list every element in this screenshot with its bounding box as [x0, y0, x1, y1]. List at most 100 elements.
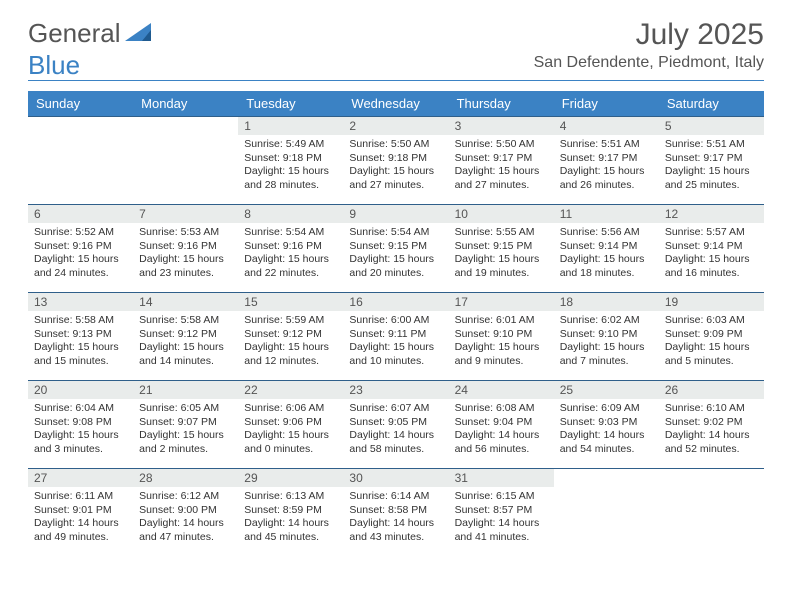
- brand-logo: General: [28, 18, 153, 49]
- calendar-cell: 22Sunrise: 6:06 AMSunset: 9:06 PMDayligh…: [238, 381, 343, 469]
- day-number: 6: [28, 205, 133, 223]
- calendar-cell: 10Sunrise: 5:55 AMSunset: 9:15 PMDayligh…: [449, 205, 554, 293]
- title-underline: [28, 80, 764, 81]
- day-details: Sunrise: 5:57 AMSunset: 9:14 PMDaylight:…: [659, 223, 764, 285]
- day-details: Sunrise: 6:14 AMSunset: 8:58 PMDaylight:…: [343, 487, 448, 549]
- day-number: 17: [449, 293, 554, 311]
- day-details: Sunrise: 5:56 AMSunset: 9:14 PMDaylight:…: [554, 223, 659, 285]
- weekday-header: Tuesday: [238, 91, 343, 117]
- calendar-cell: 1Sunrise: 5:49 AMSunset: 9:18 PMDaylight…: [238, 117, 343, 205]
- day-number: 18: [554, 293, 659, 311]
- weekday-header: Thursday: [449, 91, 554, 117]
- day-number: 13: [28, 293, 133, 311]
- day-number: 24: [449, 381, 554, 399]
- day-number: 20: [28, 381, 133, 399]
- day-number: 26: [659, 381, 764, 399]
- calendar-row: 6Sunrise: 5:52 AMSunset: 9:16 PMDaylight…: [28, 205, 764, 293]
- brand-part2-wrap: Blue: [28, 50, 80, 81]
- day-details: Sunrise: 5:51 AMSunset: 9:17 PMDaylight:…: [554, 135, 659, 197]
- calendar-cell: 2Sunrise: 5:50 AMSunset: 9:18 PMDaylight…: [343, 117, 448, 205]
- weekday-header: Friday: [554, 91, 659, 117]
- day-number: 15: [238, 293, 343, 311]
- brand-part2: Blue: [28, 50, 80, 80]
- calendar-cell: 11Sunrise: 5:56 AMSunset: 9:14 PMDayligh…: [554, 205, 659, 293]
- calendar-cell: 15Sunrise: 5:59 AMSunset: 9:12 PMDayligh…: [238, 293, 343, 381]
- day-number: 2: [343, 117, 448, 135]
- calendar-cell: [133, 117, 238, 205]
- day-details: Sunrise: 6:09 AMSunset: 9:03 PMDaylight:…: [554, 399, 659, 461]
- day-details: Sunrise: 6:07 AMSunset: 9:05 PMDaylight:…: [343, 399, 448, 461]
- day-details: Sunrise: 6:05 AMSunset: 9:07 PMDaylight:…: [133, 399, 238, 461]
- calendar-cell: [28, 117, 133, 205]
- calendar-cell: 21Sunrise: 6:05 AMSunset: 9:07 PMDayligh…: [133, 381, 238, 469]
- calendar-cell: 3Sunrise: 5:50 AMSunset: 9:17 PMDaylight…: [449, 117, 554, 205]
- day-details: Sunrise: 5:51 AMSunset: 9:17 PMDaylight:…: [659, 135, 764, 197]
- day-details: Sunrise: 6:02 AMSunset: 9:10 PMDaylight:…: [554, 311, 659, 373]
- day-details: Sunrise: 5:53 AMSunset: 9:16 PMDaylight:…: [133, 223, 238, 285]
- day-number: 3: [449, 117, 554, 135]
- day-details: Sunrise: 5:49 AMSunset: 9:18 PMDaylight:…: [238, 135, 343, 197]
- calendar-row: 1Sunrise: 5:49 AMSunset: 9:18 PMDaylight…: [28, 117, 764, 205]
- calendar-cell: 27Sunrise: 6:11 AMSunset: 9:01 PMDayligh…: [28, 469, 133, 557]
- calendar-row: 20Sunrise: 6:04 AMSunset: 9:08 PMDayligh…: [28, 381, 764, 469]
- weekday-row: SundayMondayTuesdayWednesdayThursdayFrid…: [28, 91, 764, 117]
- day-details: Sunrise: 5:58 AMSunset: 9:12 PMDaylight:…: [133, 311, 238, 373]
- calendar-row: 13Sunrise: 5:58 AMSunset: 9:13 PMDayligh…: [28, 293, 764, 381]
- day-details: Sunrise: 5:50 AMSunset: 9:17 PMDaylight:…: [449, 135, 554, 197]
- calendar-cell: 25Sunrise: 6:09 AMSunset: 9:03 PMDayligh…: [554, 381, 659, 469]
- calendar-cell: 13Sunrise: 5:58 AMSunset: 9:13 PMDayligh…: [28, 293, 133, 381]
- calendar-cell: 12Sunrise: 5:57 AMSunset: 9:14 PMDayligh…: [659, 205, 764, 293]
- calendar-cell: 20Sunrise: 6:04 AMSunset: 9:08 PMDayligh…: [28, 381, 133, 469]
- day-number: 7: [133, 205, 238, 223]
- day-number: 31: [449, 469, 554, 487]
- day-details: Sunrise: 6:13 AMSunset: 8:59 PMDaylight:…: [238, 487, 343, 549]
- calendar-cell: 9Sunrise: 5:54 AMSunset: 9:15 PMDaylight…: [343, 205, 448, 293]
- day-details: Sunrise: 6:03 AMSunset: 9:09 PMDaylight:…: [659, 311, 764, 373]
- day-number: 21: [133, 381, 238, 399]
- weekday-header: Monday: [133, 91, 238, 117]
- calendar-cell: 5Sunrise: 5:51 AMSunset: 9:17 PMDaylight…: [659, 117, 764, 205]
- day-details: Sunrise: 6:04 AMSunset: 9:08 PMDaylight:…: [28, 399, 133, 461]
- day-details: Sunrise: 6:12 AMSunset: 9:00 PMDaylight:…: [133, 487, 238, 549]
- header: General July 2025 San Defendente, Piedmo…: [0, 0, 792, 76]
- day-details: Sunrise: 5:55 AMSunset: 9:15 PMDaylight:…: [449, 223, 554, 285]
- day-number: 22: [238, 381, 343, 399]
- weekday-header: Wednesday: [343, 91, 448, 117]
- calendar-cell: [659, 469, 764, 557]
- day-details: Sunrise: 6:00 AMSunset: 9:11 PMDaylight:…: [343, 311, 448, 373]
- calendar-cell: 7Sunrise: 5:53 AMSunset: 9:16 PMDaylight…: [133, 205, 238, 293]
- brand-triangle-icon: [125, 21, 151, 46]
- calendar-cell: 4Sunrise: 5:51 AMSunset: 9:17 PMDaylight…: [554, 117, 659, 205]
- calendar-table: SundayMondayTuesdayWednesdayThursdayFrid…: [28, 91, 764, 557]
- day-number: 11: [554, 205, 659, 223]
- day-number: 27: [28, 469, 133, 487]
- calendar-cell: [554, 469, 659, 557]
- calendar-head: SundayMondayTuesdayWednesdayThursdayFrid…: [28, 91, 764, 117]
- calendar-cell: 8Sunrise: 5:54 AMSunset: 9:16 PMDaylight…: [238, 205, 343, 293]
- title-block: July 2025 San Defendente, Piedmont, Ital…: [534, 18, 764, 72]
- calendar-cell: 19Sunrise: 6:03 AMSunset: 9:09 PMDayligh…: [659, 293, 764, 381]
- day-number: 12: [659, 205, 764, 223]
- day-details: Sunrise: 6:11 AMSunset: 9:01 PMDaylight:…: [28, 487, 133, 549]
- day-number: 1: [238, 117, 343, 135]
- calendar-cell: 23Sunrise: 6:07 AMSunset: 9:05 PMDayligh…: [343, 381, 448, 469]
- day-details: Sunrise: 6:01 AMSunset: 9:10 PMDaylight:…: [449, 311, 554, 373]
- calendar-cell: 29Sunrise: 6:13 AMSunset: 8:59 PMDayligh…: [238, 469, 343, 557]
- day-details: Sunrise: 6:06 AMSunset: 9:06 PMDaylight:…: [238, 399, 343, 461]
- day-number: 10: [449, 205, 554, 223]
- day-number: 9: [343, 205, 448, 223]
- day-details: Sunrise: 5:50 AMSunset: 9:18 PMDaylight:…: [343, 135, 448, 197]
- day-details: Sunrise: 5:59 AMSunset: 9:12 PMDaylight:…: [238, 311, 343, 373]
- month-title: July 2025: [534, 18, 764, 52]
- day-number: 19: [659, 293, 764, 311]
- calendar-cell: 16Sunrise: 6:00 AMSunset: 9:11 PMDayligh…: [343, 293, 448, 381]
- day-number: 23: [343, 381, 448, 399]
- day-details: Sunrise: 5:54 AMSunset: 9:16 PMDaylight:…: [238, 223, 343, 285]
- day-number: 28: [133, 469, 238, 487]
- calendar-cell: 14Sunrise: 5:58 AMSunset: 9:12 PMDayligh…: [133, 293, 238, 381]
- day-number: 30: [343, 469, 448, 487]
- calendar-cell: 31Sunrise: 6:15 AMSunset: 8:57 PMDayligh…: [449, 469, 554, 557]
- location-subtitle: San Defendente, Piedmont, Italy: [534, 54, 764, 72]
- day-details: Sunrise: 5:54 AMSunset: 9:15 PMDaylight:…: [343, 223, 448, 285]
- day-details: Sunrise: 6:10 AMSunset: 9:02 PMDaylight:…: [659, 399, 764, 461]
